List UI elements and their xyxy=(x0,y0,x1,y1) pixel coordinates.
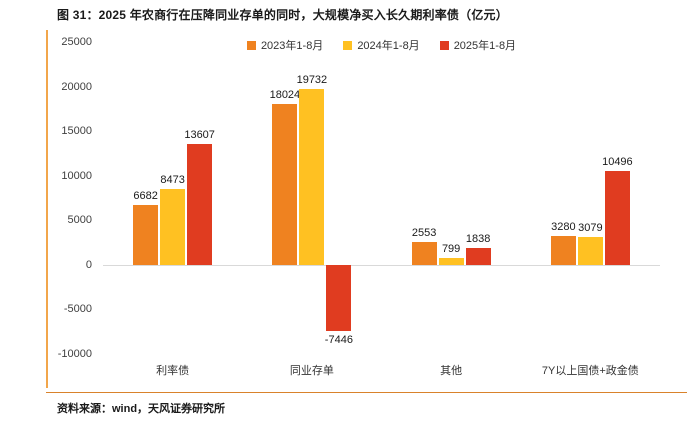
bar xyxy=(133,205,159,265)
y-tick-label: 15000 xyxy=(61,125,92,138)
source-note: 资料来源：wind，天风证券研究所 xyxy=(57,403,226,415)
y-tick-label: -5000 xyxy=(63,303,92,316)
left-accent-line xyxy=(46,30,48,388)
bar-value-label: 3079 xyxy=(578,222,603,235)
bar-value-label: 2553 xyxy=(411,227,437,240)
category-label: 利率债 xyxy=(156,365,190,377)
bar xyxy=(299,88,325,265)
legend-item: 2023年1-8月 xyxy=(246,37,324,53)
bar-value-label: 19732 xyxy=(296,73,328,86)
bar-value-label: 3280 xyxy=(551,220,576,233)
y-tick-label: 0 xyxy=(85,258,92,271)
bar-value-label: 6682 xyxy=(133,190,158,203)
legend-swatch-icon xyxy=(343,40,353,50)
bar-value-label: 8473 xyxy=(160,174,185,187)
bar-value-label: 799 xyxy=(441,242,461,255)
bar xyxy=(411,242,437,265)
bar-value-label: -7446 xyxy=(324,334,353,347)
bar xyxy=(272,104,298,265)
legend-item: 2024年1-8月 xyxy=(343,37,420,53)
category-label: 其他 xyxy=(440,365,463,377)
bar-value-label: 1838 xyxy=(465,233,491,246)
bar xyxy=(160,189,186,265)
plot-area: 6682 8473 13607 18024 19732 -7446 2553 799 1838 3… xyxy=(103,42,660,354)
legend: 2023年1-8月 2024年1-8月 2025年1-8月 xyxy=(103,37,660,53)
y-tick-label: 5000 xyxy=(67,214,92,227)
zero-axis-line xyxy=(103,264,660,266)
bar xyxy=(326,264,352,332)
bar xyxy=(604,171,630,265)
bar xyxy=(577,237,603,265)
bar xyxy=(187,143,213,265)
bar-value-label: 10496 xyxy=(602,156,633,169)
bar-value-label: 13607 xyxy=(184,128,215,141)
bottom-rule xyxy=(46,392,687,393)
bar-value-label: 18024 xyxy=(269,89,301,102)
category-label: 同业存单 xyxy=(289,365,334,377)
bar xyxy=(438,257,464,265)
category-label: 7Y以上国债+政金债 xyxy=(541,365,639,377)
legend-swatch-icon xyxy=(246,40,256,50)
y-tick-label: 10000 xyxy=(61,169,92,182)
legend-item: 2025年1-8月 xyxy=(439,37,517,53)
y-tick-label: 25000 xyxy=(61,36,92,48)
legend-label: 2024年1-8月 xyxy=(357,40,420,52)
x-axis: 利率债 同业存单 其他 7Y以上国债+政金债 xyxy=(103,362,660,378)
y-tick-label: -10000 xyxy=(57,348,92,360)
bar xyxy=(550,235,576,265)
legend-label: 2023年1-8月 xyxy=(260,40,324,52)
legend-label: 2025年1-8月 xyxy=(453,40,517,52)
y-tick-label: 20000 xyxy=(61,80,92,93)
legend-swatch-icon xyxy=(439,40,449,50)
y-axis: 25000 20000 15000 10000 5000 0 -5000 -10000 xyxy=(38,36,96,360)
figure-title: 图 31：2025 年农商行在压降同业存单的同时，大规模净买入长久期利率债（亿元… xyxy=(57,8,508,22)
bar xyxy=(465,248,491,265)
